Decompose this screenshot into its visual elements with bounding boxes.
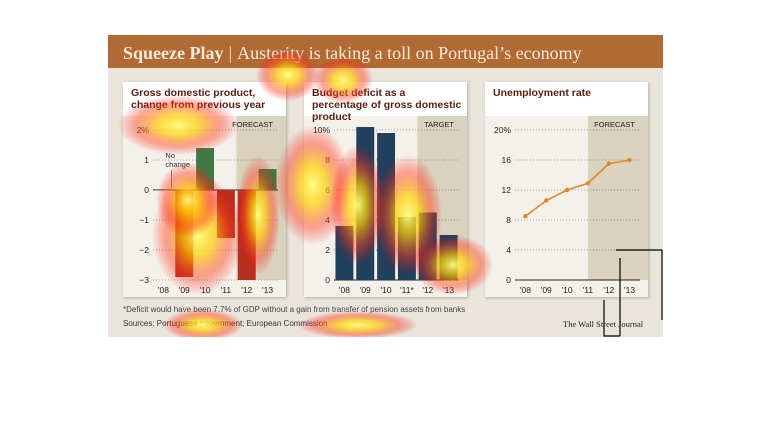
y-tick-label: −3 [139, 275, 149, 285]
data-point [544, 198, 549, 203]
x-tick-label: '08 [339, 285, 350, 295]
x-tick-label: '13 [624, 285, 635, 295]
panel-header: Unemployment rate [485, 82, 648, 116]
y-tick-label: 20% [494, 125, 511, 135]
data-point [585, 181, 591, 186]
y-tick-label: 1 [144, 155, 149, 165]
x-tick-label: '13 [262, 285, 273, 295]
forecast-shade [587, 116, 648, 280]
publisher-credit: The Wall Street Journal [563, 319, 644, 329]
unemployment-line [524, 159, 630, 217]
x-tick-label: '10 [562, 285, 573, 295]
footnote: *Deficit would have been 7.7% of GDP wit… [123, 305, 466, 314]
figure-title-main: Squeeze Play [123, 43, 224, 63]
unemployment-panel: Unemployment rate FORECAST 20% 16 12 8 4 0 '08 '… [485, 82, 648, 297]
x-tick-label: '12 [241, 285, 252, 295]
title-separator: | [228, 43, 233, 63]
y-tick-label: 0 [506, 275, 511, 285]
y-tick-label: 0 [144, 185, 149, 195]
x-tick-label: '10 [381, 285, 392, 295]
forecast-label: FORECAST [594, 120, 635, 129]
x-tick-label: '11* [400, 285, 414, 295]
y-tick-label: 12 [502, 185, 512, 195]
y-tick-label: −1 [139, 215, 149, 225]
y-tick-label: 8 [506, 215, 511, 225]
forecast-label: FORECAST [232, 120, 273, 129]
data-point [564, 187, 570, 193]
forecast-label: TARGET [424, 120, 454, 129]
y-tick-label: 16 [502, 155, 512, 165]
y-tick-label: 0 [325, 275, 330, 285]
y-tick-label: −2 [139, 245, 149, 255]
x-tick-label: '09 [360, 285, 371, 295]
annotation-line: No [165, 151, 175, 160]
x-tick-label: '11 [583, 285, 594, 295]
x-tick-label: '09 [541, 285, 552, 295]
data-point [606, 161, 611, 166]
y-tick-label: 2 [325, 245, 330, 255]
x-tick-label: '12 [603, 285, 614, 295]
data-point [627, 157, 632, 163]
crop-line-bottom [603, 300, 620, 337]
x-tick-label: '08 [520, 285, 531, 295]
unemployment-chart: FORECAST 20% 16 12 8 4 0 '08 '09 '10 '11 '12 '13 [494, 116, 648, 295]
data-point [523, 214, 528, 219]
unemployment-chart-title: Unemployment rate [493, 87, 592, 99]
y-tick-label: 4 [506, 245, 511, 255]
title-bar: Squeeze Play | Austerity is taking a toll … [108, 35, 663, 68]
